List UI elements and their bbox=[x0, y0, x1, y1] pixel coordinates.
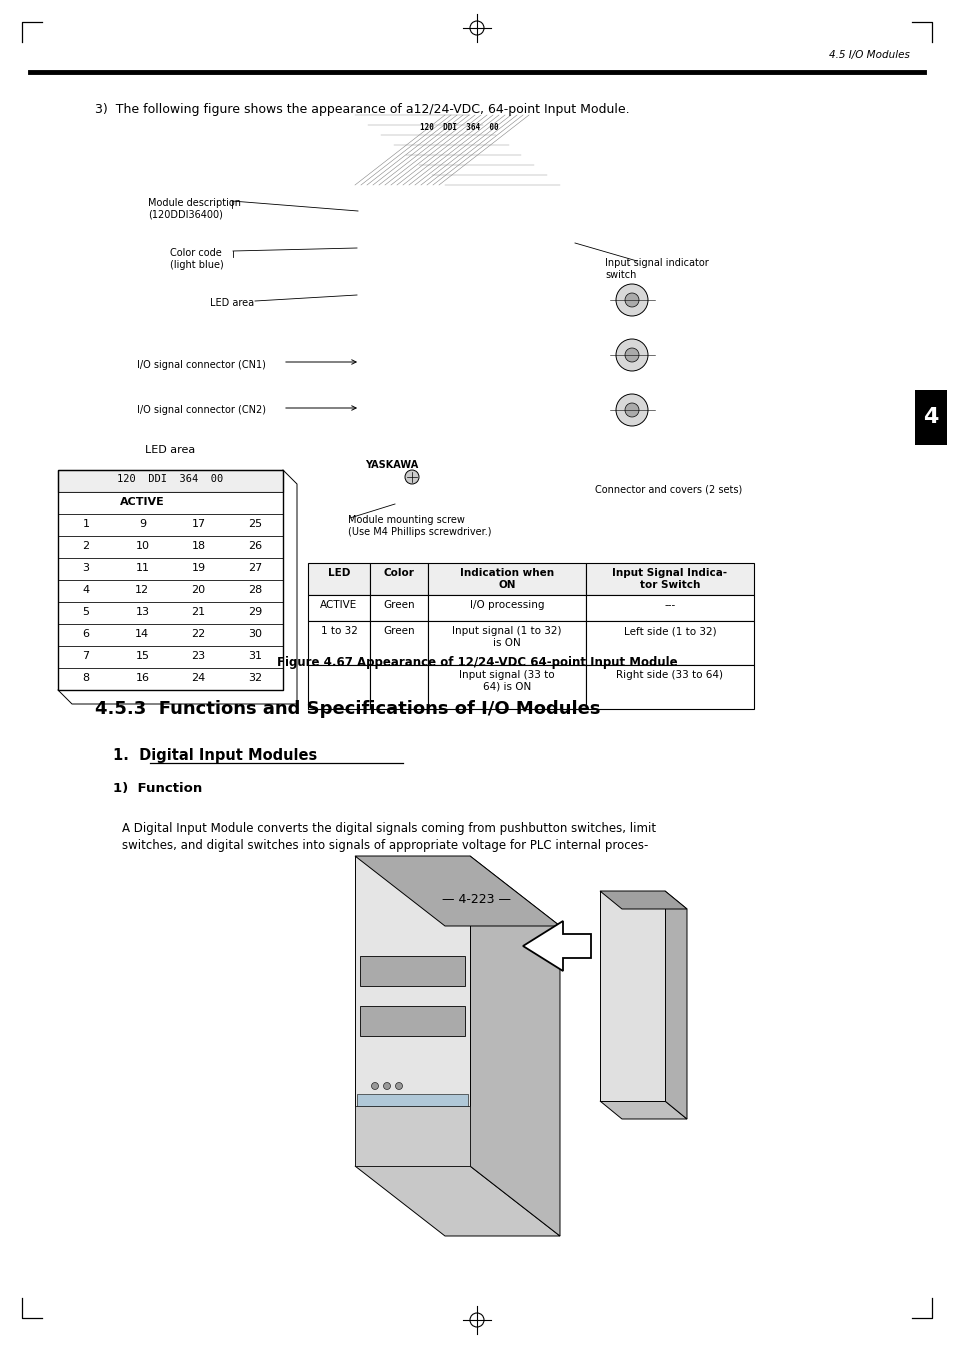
Text: 13: 13 bbox=[135, 607, 150, 617]
Text: 29: 29 bbox=[248, 607, 262, 617]
Text: 1 to 32: 1 to 32 bbox=[320, 626, 357, 636]
Text: 27: 27 bbox=[248, 563, 262, 573]
Text: 32: 32 bbox=[248, 673, 262, 684]
Circle shape bbox=[624, 403, 639, 417]
Circle shape bbox=[395, 1082, 402, 1089]
Bar bbox=[599, 892, 664, 1101]
Text: 1)  Function: 1) Function bbox=[112, 782, 202, 794]
Polygon shape bbox=[599, 1101, 686, 1119]
Text: 28: 28 bbox=[248, 585, 262, 594]
Bar bbox=[356, 1094, 468, 1106]
Text: 15: 15 bbox=[135, 651, 150, 661]
Text: 3: 3 bbox=[83, 563, 90, 573]
Circle shape bbox=[371, 1082, 378, 1089]
Text: A Digital Input Module converts the digital signals coming from pushbutton switc: A Digital Input Module converts the digi… bbox=[122, 821, 656, 852]
Text: Color: Color bbox=[383, 567, 414, 578]
Text: 4: 4 bbox=[923, 407, 938, 427]
Text: Module mounting screw
(Use M4 Phillips screwdriver.): Module mounting screw (Use M4 Phillips s… bbox=[348, 515, 491, 536]
Circle shape bbox=[405, 470, 418, 484]
Text: 8: 8 bbox=[83, 673, 90, 684]
Text: I/O signal connector (CN1): I/O signal connector (CN1) bbox=[137, 359, 266, 370]
Bar bbox=[585, 594, 753, 621]
Text: 17: 17 bbox=[192, 519, 206, 530]
Text: Input Signal Indica-
tor Switch: Input Signal Indica- tor Switch bbox=[612, 567, 727, 589]
Text: Input signal indicator
switch: Input signal indicator switch bbox=[604, 258, 708, 280]
Bar bbox=[58, 624, 283, 646]
Text: 16: 16 bbox=[135, 673, 150, 684]
Bar bbox=[585, 563, 753, 594]
Polygon shape bbox=[599, 892, 686, 909]
Text: I/O processing: I/O processing bbox=[469, 600, 543, 611]
Text: 2: 2 bbox=[83, 540, 90, 551]
Text: 23: 23 bbox=[192, 651, 206, 661]
Bar bbox=[58, 646, 283, 667]
Text: LED area: LED area bbox=[145, 444, 195, 455]
Bar bbox=[58, 492, 283, 513]
Polygon shape bbox=[355, 1166, 559, 1236]
Bar bbox=[359, 1006, 464, 1036]
Bar bbox=[370, 594, 428, 621]
Bar bbox=[58, 470, 283, 690]
Circle shape bbox=[616, 394, 647, 426]
Text: 1: 1 bbox=[83, 519, 90, 530]
Text: ---: --- bbox=[663, 600, 675, 611]
Bar bbox=[58, 558, 283, 580]
Text: 10: 10 bbox=[135, 540, 150, 551]
Bar bbox=[308, 594, 370, 621]
Bar bbox=[428, 594, 585, 621]
Text: 4.5 I/O Modules: 4.5 I/O Modules bbox=[828, 50, 909, 59]
Bar bbox=[58, 667, 283, 690]
Text: Left side (1 to 32): Left side (1 to 32) bbox=[623, 626, 716, 636]
Text: I/O signal connector (CN2): I/O signal connector (CN2) bbox=[137, 405, 266, 415]
Text: 1.  Digital Input Modules: 1. Digital Input Modules bbox=[112, 748, 317, 763]
Circle shape bbox=[616, 339, 647, 372]
Text: 30: 30 bbox=[248, 630, 262, 639]
Bar bbox=[308, 563, 370, 594]
Bar bbox=[308, 665, 370, 709]
Bar bbox=[370, 665, 428, 709]
Text: 11: 11 bbox=[135, 563, 150, 573]
Circle shape bbox=[616, 284, 647, 316]
Circle shape bbox=[624, 293, 639, 307]
Text: 7: 7 bbox=[83, 651, 90, 661]
Text: Input signal (33 to
64) is ON: Input signal (33 to 64) is ON bbox=[458, 670, 555, 692]
Bar bbox=[355, 857, 470, 1166]
Text: 26: 26 bbox=[248, 540, 262, 551]
Text: 9: 9 bbox=[139, 519, 146, 530]
Text: 24: 24 bbox=[192, 673, 206, 684]
Text: Module description
(120DDI36400): Module description (120DDI36400) bbox=[148, 199, 241, 220]
Text: Input signal (1 to 32)
is ON: Input signal (1 to 32) is ON bbox=[452, 626, 561, 647]
Text: Figure 4.67 Appearance of 12/24-VDC 64-point Input Module: Figure 4.67 Appearance of 12/24-VDC 64-p… bbox=[276, 657, 677, 669]
Bar bbox=[370, 563, 428, 594]
Text: LED: LED bbox=[328, 567, 350, 578]
Text: Green: Green bbox=[383, 626, 415, 636]
Text: 4.5.3  Functions and Specifications of I/O Modules: 4.5.3 Functions and Specifications of I/… bbox=[95, 700, 599, 717]
Text: 19: 19 bbox=[192, 563, 206, 573]
Bar bbox=[58, 513, 283, 536]
Bar bbox=[355, 1106, 470, 1166]
Text: ACTIVE: ACTIVE bbox=[120, 497, 165, 507]
Text: 120  DDI  364  00: 120 DDI 364 00 bbox=[419, 123, 498, 132]
Text: ACTIVE: ACTIVE bbox=[320, 600, 357, 611]
Polygon shape bbox=[470, 857, 559, 1236]
Text: 14: 14 bbox=[135, 630, 150, 639]
Bar bbox=[428, 665, 585, 709]
Bar bbox=[370, 621, 428, 665]
Bar bbox=[58, 470, 283, 492]
Bar bbox=[585, 665, 753, 709]
Text: Green: Green bbox=[383, 600, 415, 611]
Text: 21: 21 bbox=[192, 607, 206, 617]
Text: 3)  The following figure shows the appearance of a12/24-VDC, 64-point Input Modu: 3) The following figure shows the appear… bbox=[95, 103, 629, 116]
Text: 120  DDI  364  00: 120 DDI 364 00 bbox=[117, 474, 223, 484]
Text: — 4-223 —: — 4-223 — bbox=[442, 893, 511, 907]
Bar bbox=[428, 621, 585, 665]
Text: 20: 20 bbox=[192, 585, 206, 594]
Text: Right side (33 to 64): Right side (33 to 64) bbox=[616, 670, 722, 680]
Bar bbox=[58, 536, 283, 558]
Bar bbox=[308, 621, 370, 665]
Bar bbox=[585, 621, 753, 665]
Text: YASKAWA: YASKAWA bbox=[365, 459, 417, 470]
Text: 31: 31 bbox=[248, 651, 262, 661]
Text: 22: 22 bbox=[192, 630, 206, 639]
Bar bbox=[58, 603, 283, 624]
